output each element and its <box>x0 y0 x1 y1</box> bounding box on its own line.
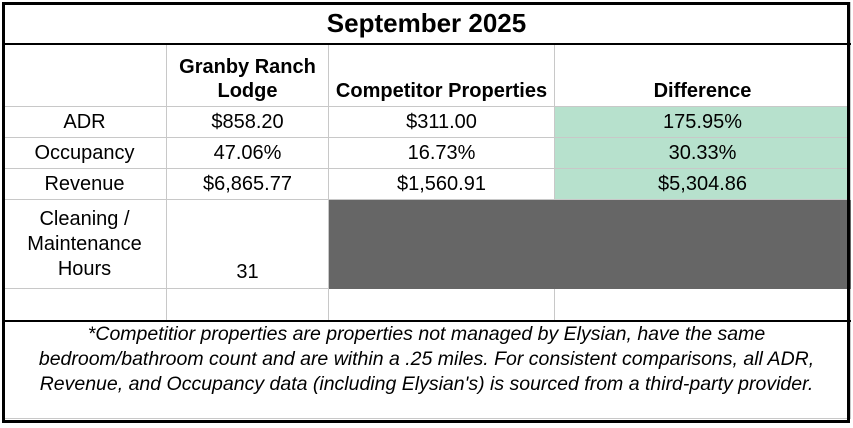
difference-value: $5,304.86 <box>553 168 852 200</box>
row-label: ADR <box>2 106 167 138</box>
footnote-row: *Competitior properties are properties n… <box>1 320 852 419</box>
lodge-value: $858.20 <box>166 106 329 138</box>
table-row-cleaning: Cleaning / Maintenance Hours 31 <box>2 199 852 289</box>
blank-row <box>2 288 852 322</box>
header-lodge: Granby Ranch Lodge <box>166 43 329 107</box>
header-difference: Difference <box>553 43 852 107</box>
row-label: Revenue <box>2 168 167 200</box>
competitor-value: 16.73% <box>328 137 555 169</box>
header-empty-cell <box>2 43 167 107</box>
table-row-occupancy: Occupancy 47.06% 16.73% 30.33% <box>2 137 852 169</box>
table-row-revenue: Revenue $6,865.77 $1,560.91 $5,304.86 <box>2 168 852 200</box>
greyed-out-cell <box>327 199 852 289</box>
difference-value: 30.33% <box>553 137 852 169</box>
lodge-value: $6,865.77 <box>166 168 329 200</box>
blank-cell <box>553 288 852 322</box>
blank-cell <box>328 288 555 322</box>
header-row: Granby Ranch Lodge Competitor Properties… <box>2 43 852 107</box>
blank-cell <box>2 288 167 322</box>
table-title: September 2025 <box>1 2 852 45</box>
competitor-value: $1,560.91 <box>328 168 555 200</box>
row-label: Cleaning / Maintenance Hours <box>2 199 167 289</box>
row-label: Occupancy <box>2 137 167 169</box>
footnote: *Competitior properties are properties n… <box>1 320 852 419</box>
blank-cell <box>166 288 329 322</box>
lodge-value: 31 <box>166 199 329 289</box>
comparison-table: September 2025 Granby Ranch Lodge Compet… <box>1 2 852 419</box>
header-competitor: Competitor Properties <box>328 43 555 107</box>
lodge-value: 47.06% <box>166 137 329 169</box>
difference-value: 175.95% <box>553 106 852 138</box>
table-row-adr: ADR $858.20 $311.00 175.95% <box>2 106 852 138</box>
title-row: September 2025 <box>1 2 852 45</box>
competitor-value: $311.00 <box>328 106 555 138</box>
